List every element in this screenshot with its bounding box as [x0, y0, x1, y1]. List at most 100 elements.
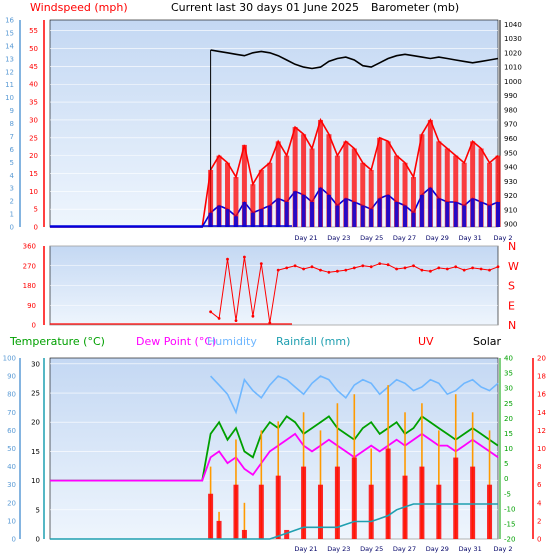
y-tick-label: 11 — [5, 81, 14, 89]
y-tick-label: 6 — [10, 146, 15, 154]
y-tick-label: 70 — [7, 409, 16, 417]
wind-average-bar — [394, 202, 399, 227]
y-tick-label: 5 — [36, 506, 40, 514]
windspeed-bar — [360, 162, 366, 227]
windspeed-bar — [419, 134, 425, 227]
x-tick-label: Day 31 — [459, 234, 482, 242]
y-tick-label: 10 — [7, 517, 16, 525]
wind-average-bar — [419, 194, 424, 227]
y-tick-label: -10 — [504, 505, 515, 513]
uv-bar — [351, 457, 357, 539]
windspeed-bar — [453, 155, 459, 227]
wind-average-bar — [301, 194, 306, 227]
x-tick-label: Day 25 — [360, 545, 383, 553]
uv-bar — [241, 529, 247, 539]
direction-label: S — [508, 280, 515, 293]
x-tick-label: Day 31 — [459, 545, 482, 553]
wind-average-bar — [445, 202, 450, 227]
windspeed-axis-title: Windspeed (mph) — [30, 1, 128, 14]
y-tick-label: 10 — [31, 477, 40, 485]
y-tick-label: 360 — [23, 243, 36, 251]
y-tick-label: 2 — [10, 198, 14, 206]
y-tick-label: 1020 — [504, 49, 522, 57]
wind-average-bar — [318, 187, 323, 227]
y-tick-label: 60 — [7, 427, 16, 435]
y-tick-label: 0 — [12, 536, 16, 544]
y-tick-label: 15 — [29, 170, 38, 178]
windspeed-bar — [394, 155, 400, 227]
y-tick-label: 990 — [504, 92, 517, 100]
y-tick-label: 3 — [10, 185, 14, 193]
series-dew-point — [50, 432, 499, 482]
windspeed-bar — [225, 162, 231, 227]
windspeed-bar — [461, 162, 467, 227]
y-tick-label: 0 — [10, 224, 14, 232]
windspeed-bar — [326, 134, 332, 227]
windspeed-bar — [334, 155, 340, 227]
wind-average-bar — [242, 202, 247, 227]
wind-average-bar — [403, 205, 408, 227]
y-tick-label: 9 — [10, 107, 14, 115]
uv-bar — [334, 466, 340, 539]
y-tick-label: 35 — [29, 99, 38, 107]
y-tick-label: 30 — [7, 481, 16, 489]
y-tick-label: -15 — [504, 520, 515, 528]
windspeed-bar — [343, 141, 349, 227]
wind-average-bar — [462, 205, 467, 227]
windspeed-bar — [444, 148, 450, 227]
wind-average-bar — [386, 194, 391, 227]
y-tick-label: 8 — [537, 463, 541, 471]
y-tick-label: 970 — [504, 121, 517, 129]
legend-dew-point: Dew Point (°C) — [136, 335, 216, 348]
y-tick-label: 1010 — [504, 64, 522, 72]
windspeed-bar — [267, 162, 273, 227]
y-tick-label: 0 — [537, 536, 541, 544]
y-tick-label: 2 — [537, 517, 541, 525]
y-tick-label: 5 — [34, 206, 38, 214]
windspeed-bar — [410, 177, 416, 227]
x-tick-label: Day 29 — [426, 234, 449, 242]
windspeed-bar — [309, 148, 315, 227]
x-tick-label: Day 27 — [393, 234, 416, 242]
x-tick-label: Day 23 — [327, 545, 350, 553]
series-barometer — [210, 49, 499, 70]
wind-average-bar — [233, 216, 238, 227]
y-tick-label: 960 — [504, 135, 517, 143]
y-tick-label: 90 — [7, 373, 16, 381]
y-tick-label: 40 — [7, 463, 16, 471]
windspeed-bar — [317, 119, 323, 227]
windspeed-bar — [284, 155, 290, 227]
y-tick-label: 1000 — [504, 78, 522, 86]
wind-average-bar — [343, 198, 348, 227]
legend-rainfall: Rainfall (mm) — [276, 335, 350, 348]
y-tick-label: 90 — [27, 302, 36, 310]
y-tick-label: 5 — [504, 460, 508, 468]
y-tick-label: 270 — [23, 262, 36, 270]
y-tick-label: 10 — [5, 94, 14, 102]
wind-average-bar — [428, 187, 433, 227]
y-tick-label: 50 — [7, 445, 16, 453]
y-tick-label: 80 — [7, 391, 16, 399]
y-tick-label: 16 — [5, 17, 14, 25]
y-tick-label: 12 — [537, 427, 546, 435]
x-tick-label: Day 29 — [426, 545, 449, 553]
y-tick-label: 180 — [23, 282, 36, 290]
windspeed-bar — [470, 141, 476, 227]
windspeed-bar — [368, 169, 374, 227]
uv-bar — [317, 484, 323, 539]
y-tick-label: 100 — [3, 355, 16, 363]
y-tick-label: 10 — [504, 445, 513, 453]
y-tick-label: 15 — [504, 430, 513, 438]
y-tick-label: 55 — [29, 27, 38, 35]
series-humidity — [210, 375, 499, 415]
y-tick-label: 30 — [31, 360, 40, 368]
y-tick-label: 14 — [537, 409, 546, 417]
y-tick-label: 6 — [537, 481, 542, 489]
windspeed-bar — [478, 148, 484, 227]
legend-uv: UV — [418, 335, 434, 348]
y-tick-label: 20 — [7, 499, 16, 507]
windspeed-bar — [208, 169, 214, 227]
y-tick-label: 930 — [504, 178, 517, 186]
wind-average-bar — [360, 205, 365, 227]
uv-bar — [258, 484, 264, 539]
